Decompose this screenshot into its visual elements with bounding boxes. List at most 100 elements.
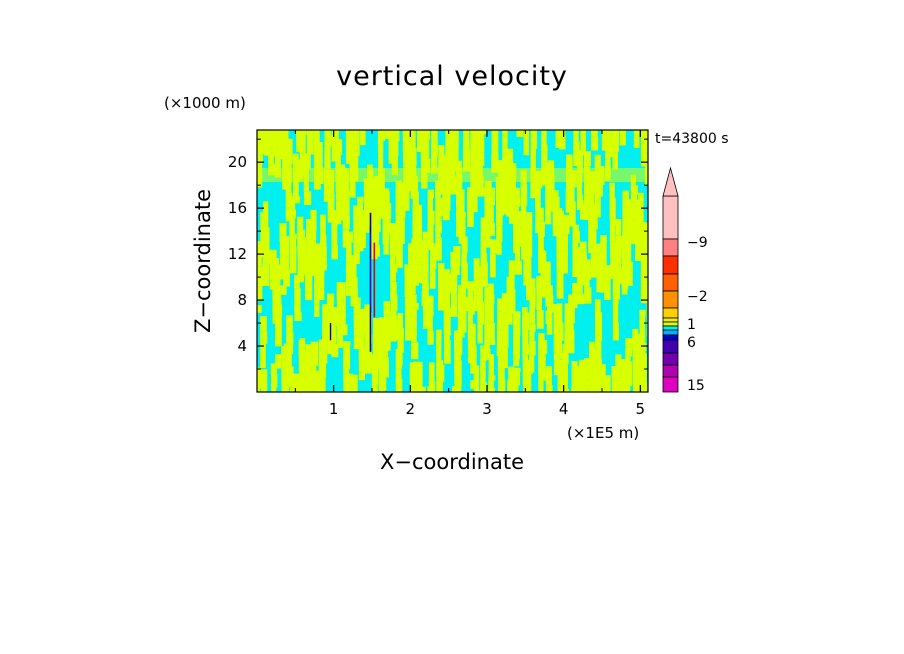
positive-velocity-patch — [547, 194, 555, 199]
time-label: t=43800 s — [655, 131, 729, 147]
positive-velocity-patch — [508, 279, 515, 290]
positive-velocity-patch — [331, 210, 338, 226]
positive-velocity-patch — [559, 130, 566, 135]
positive-velocity-patch — [609, 197, 616, 219]
positive-velocity-patch — [313, 130, 320, 147]
positive-velocity-patch — [497, 350, 505, 373]
positive-velocity-patch — [286, 354, 292, 367]
positive-velocity-patch — [427, 211, 435, 225]
positive-velocity-patch — [484, 194, 491, 212]
positive-velocity-patch — [522, 307, 528, 313]
positive-velocity-patch — [335, 200, 342, 225]
positive-velocity-patch — [547, 198, 554, 212]
positive-velocity-patch — [522, 312, 530, 330]
positive-velocity-patch — [390, 294, 398, 311]
positive-velocity-patch — [625, 347, 633, 357]
positive-velocity-patch — [353, 135, 360, 156]
positive-velocity-patch — [408, 283, 416, 294]
positive-velocity-patch — [615, 235, 622, 249]
positive-velocity-patch — [526, 212, 533, 232]
positive-velocity-patch — [342, 215, 350, 230]
positive-velocity-patch — [620, 380, 626, 392]
positive-velocity-patch — [319, 246, 327, 271]
positive-velocity-patch — [455, 330, 463, 355]
positive-velocity-patch — [409, 130, 416, 148]
positive-velocity-patch — [450, 269, 458, 294]
positive-velocity-patch — [567, 329, 575, 354]
positive-velocity-patch — [488, 205, 494, 223]
positive-velocity-patch — [646, 267, 648, 274]
positive-velocity-patch — [314, 243, 321, 252]
positive-velocity-patch — [416, 242, 424, 258]
positive-velocity-patch — [538, 207, 544, 222]
positive-velocity-patch — [459, 189, 465, 213]
positive-velocity-patch — [427, 224, 434, 250]
positive-velocity-patch — [611, 366, 618, 382]
positive-velocity-patch — [491, 130, 499, 155]
positive-velocity-patch — [350, 255, 357, 278]
positive-velocity-patch — [417, 130, 423, 152]
positive-velocity-patch — [358, 332, 365, 350]
positive-velocity-patch — [282, 236, 290, 259]
positive-velocity-patch — [612, 151, 618, 170]
positive-velocity-patch — [318, 268, 325, 277]
positive-velocity-patch — [488, 293, 495, 304]
colorbar-segment — [662, 376, 679, 393]
positive-velocity-patch — [546, 312, 553, 335]
positive-velocity-patch — [569, 201, 576, 227]
positive-velocity-patch — [584, 195, 592, 220]
positive-velocity-patch — [435, 222, 442, 234]
positive-velocity-patch — [427, 198, 433, 211]
positive-velocity-patch — [343, 346, 351, 370]
positive-velocity-patch — [395, 199, 402, 211]
positive-velocity-patch — [596, 259, 603, 272]
positive-velocity-patch — [584, 266, 592, 280]
positive-velocity-patch — [540, 353, 546, 373]
positive-velocity-patch — [404, 274, 412, 298]
positive-velocity-patch — [305, 371, 312, 377]
positive-velocity-patch — [484, 287, 492, 304]
positive-velocity-patch — [422, 231, 429, 243]
positive-velocity-patch — [371, 368, 379, 387]
positive-velocity-patch — [596, 271, 603, 280]
positive-velocity-patch — [545, 205, 552, 225]
y-tick-label: 8 — [237, 291, 247, 309]
positive-velocity-patch — [636, 366, 643, 389]
positive-velocity-patch — [397, 328, 404, 353]
positive-velocity-patch — [480, 389, 488, 392]
positive-velocity-patch — [502, 130, 508, 154]
positive-velocity-patch — [381, 347, 388, 358]
positive-velocity-patch — [289, 246, 297, 255]
positive-velocity-patch — [357, 245, 364, 252]
positive-velocity-patch — [480, 382, 487, 390]
positive-velocity-patch — [449, 153, 456, 162]
positive-velocity-patch — [621, 289, 628, 295]
positive-velocity-patch — [488, 222, 495, 236]
positive-velocity-patch — [421, 291, 428, 300]
positive-velocity-patch — [406, 174, 413, 192]
positive-velocity-patch — [435, 193, 441, 198]
positive-velocity-patch — [299, 253, 307, 275]
positive-velocity-patch — [411, 303, 419, 310]
positive-velocity-patch — [571, 361, 578, 387]
positive-velocity-patch — [529, 355, 535, 373]
positive-velocity-patch — [580, 130, 586, 156]
positive-velocity-patch — [377, 141, 384, 154]
positive-velocity-patch — [257, 388, 260, 392]
positive-velocity-patch — [378, 197, 384, 208]
positive-velocity-patch — [644, 130, 648, 154]
positive-velocity-patch — [467, 291, 474, 300]
positive-velocity-patch — [529, 340, 536, 356]
positive-velocity-patch — [323, 191, 331, 202]
positive-velocity-patch — [353, 314, 360, 329]
positive-velocity-patch — [382, 322, 389, 348]
positive-velocity-patch — [525, 369, 533, 374]
positive-velocity-patch — [470, 130, 476, 140]
positive-velocity-patch — [371, 386, 379, 392]
positive-velocity-patch — [278, 148, 285, 160]
positive-velocity-patch — [411, 294, 417, 304]
positive-velocity-patch — [408, 264, 416, 283]
positive-velocity-patch — [392, 130, 400, 142]
positive-velocity-patch — [514, 260, 522, 275]
positive-velocity-patch — [625, 261, 633, 286]
